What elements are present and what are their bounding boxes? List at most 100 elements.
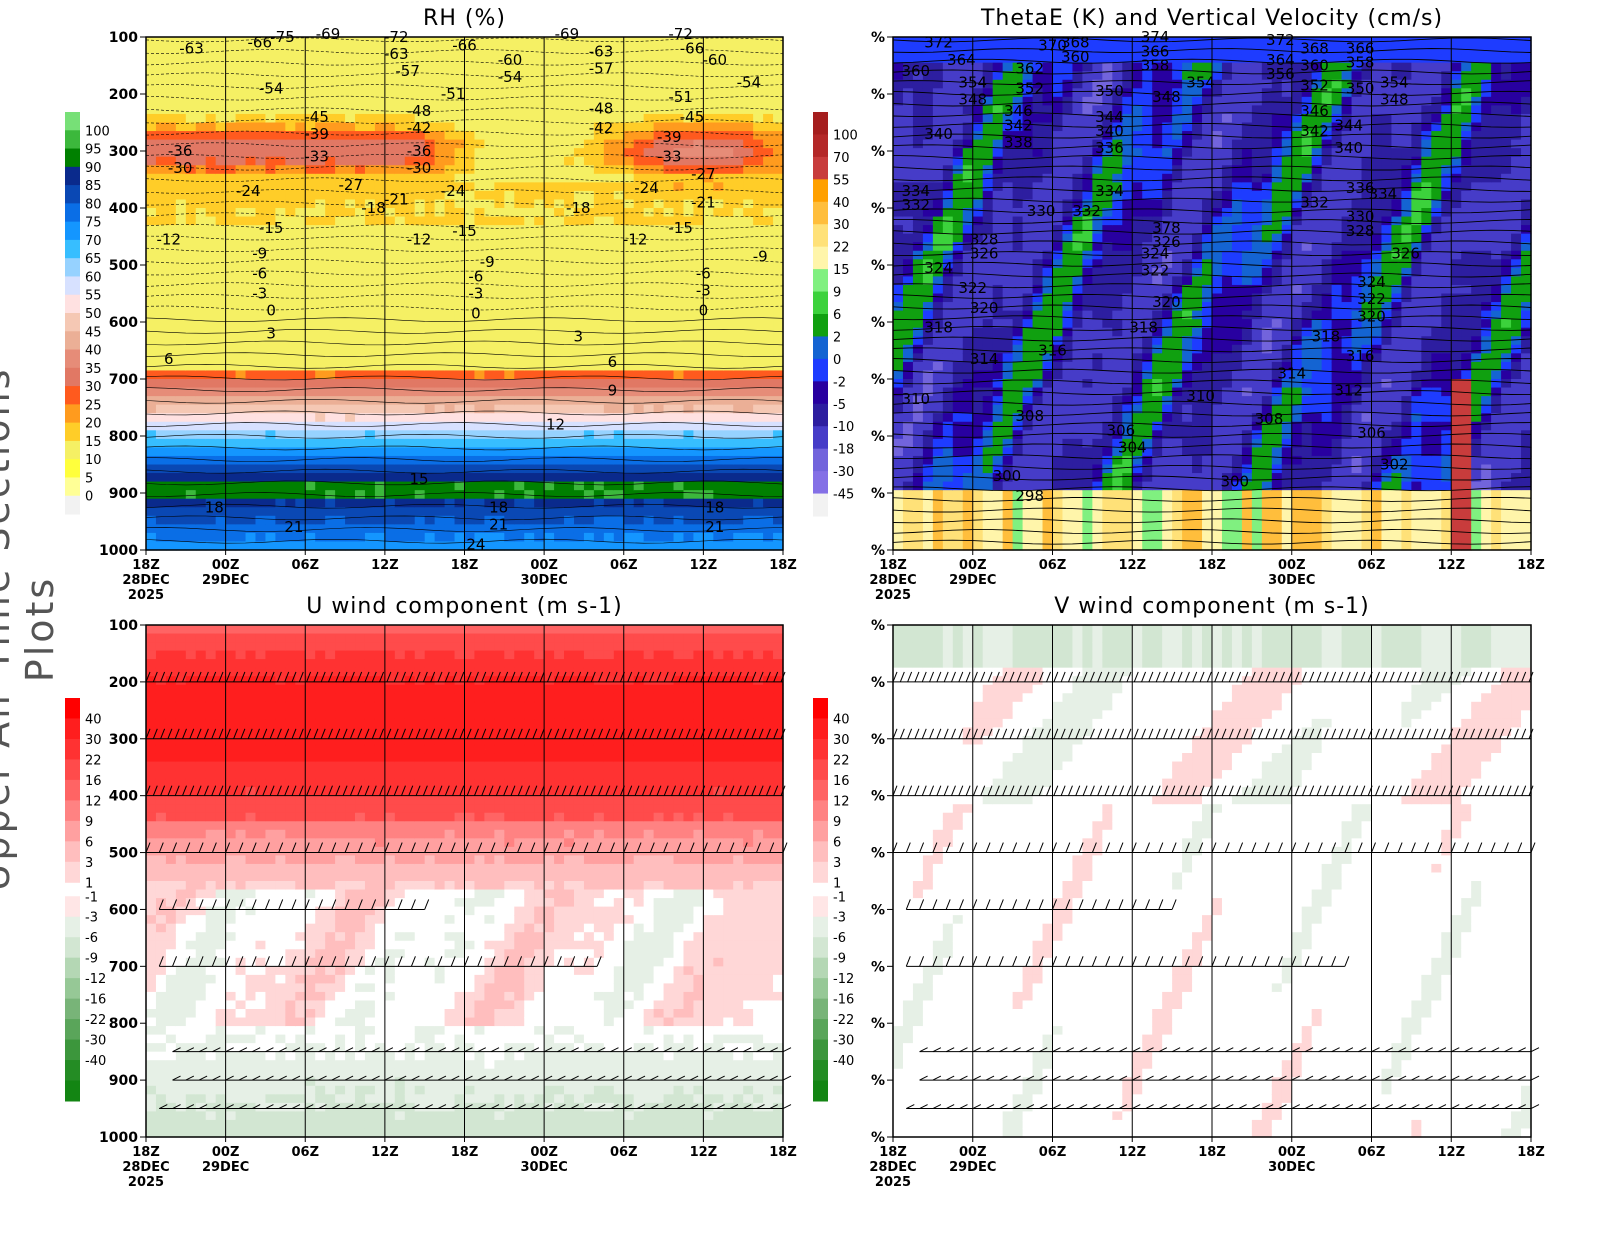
field-cell: [544, 439, 555, 448]
field-cell: [703, 422, 714, 431]
field-cell: [435, 490, 446, 499]
field-cell: [674, 422, 685, 431]
field-cell: [355, 499, 366, 508]
field-cell: [445, 302, 456, 311]
field-cell: [524, 63, 535, 72]
field-cell: [983, 208, 994, 217]
contour-label: -54: [737, 74, 762, 92]
field-cell: [574, 507, 585, 516]
contour-label: -6: [252, 265, 267, 283]
field-cell: [146, 63, 157, 72]
field-cell: [345, 157, 356, 166]
field-cell: [504, 182, 515, 191]
field-cell: [365, 285, 376, 294]
field-cell: [993, 541, 1004, 550]
field-cell: [903, 447, 914, 456]
field-cell: [435, 140, 446, 149]
field-cell: [295, 217, 306, 226]
field-cell: [544, 97, 555, 106]
field-cell: [325, 88, 336, 97]
field-cell: [644, 71, 655, 80]
field-cell: [574, 242, 585, 251]
field-cell: [534, 97, 545, 106]
field-cell: [445, 353, 456, 362]
field-cell: [713, 396, 724, 405]
field-cell: [246, 379, 257, 388]
field-cell: [973, 114, 984, 123]
field-cell: [216, 97, 227, 106]
field-cell: [265, 541, 276, 550]
field-cell: [325, 336, 336, 345]
field-cell: [983, 199, 994, 208]
field-cell: [275, 191, 286, 200]
field-cell: [236, 88, 247, 97]
field-cell: [186, 473, 197, 482]
field-cell: [1033, 533, 1044, 542]
field-cell: [773, 353, 784, 362]
field-cell: [773, 217, 784, 226]
field-cell: [176, 123, 187, 132]
contour-label: 6: [164, 350, 174, 368]
field-cell: [206, 447, 217, 456]
field-cell: [674, 353, 685, 362]
field-cell: [713, 456, 724, 465]
field-cell: [146, 174, 157, 183]
field-cell: [773, 507, 784, 516]
field-cell: [405, 370, 416, 379]
field-cell: [385, 405, 396, 414]
field-cell: [305, 541, 316, 550]
field-cell: [166, 336, 177, 345]
field-cell: [554, 123, 565, 132]
field-cell: [246, 234, 257, 243]
field-cell: [624, 114, 635, 123]
field-cell: [465, 379, 476, 388]
field-cell: [246, 54, 257, 63]
field-cell: [255, 345, 266, 354]
field-cell: [265, 123, 276, 132]
field-cell: [474, 413, 485, 422]
field-cell: [494, 439, 505, 448]
field-cell: [305, 165, 316, 174]
field-cell: [614, 328, 625, 337]
field-cell: [385, 251, 396, 260]
field-cell: [703, 439, 714, 448]
field-cell: [146, 259, 157, 268]
field-cell: [534, 499, 545, 508]
field-cell: [156, 148, 167, 157]
field-cell: [753, 105, 764, 114]
field-cell: [345, 268, 356, 277]
field-cell: [216, 396, 227, 405]
field-cell: [574, 71, 585, 80]
field-cell: [903, 319, 914, 328]
field-cell: [365, 242, 376, 251]
field-cell: [445, 413, 456, 422]
field-cell: [455, 490, 466, 499]
field-cell: [654, 276, 665, 285]
field-cell: [494, 370, 505, 379]
field-cell: [654, 54, 665, 63]
field-cell: [943, 105, 954, 114]
field-cell: [305, 336, 316, 345]
field-cell: [206, 268, 217, 277]
field-cell: [216, 285, 227, 294]
field-cell: [723, 516, 734, 525]
field-cell: [743, 499, 754, 508]
field-cell: [534, 533, 545, 542]
field-cell: [196, 516, 207, 525]
field-cell: [1023, 191, 1034, 200]
field-cell: [544, 524, 555, 533]
field-cell: [654, 217, 665, 226]
field-cell: [534, 148, 545, 157]
field-cell: [335, 131, 346, 140]
field-cell: [1043, 225, 1054, 234]
field-cell: [594, 225, 605, 234]
field-cell: [893, 524, 904, 533]
field-cell: [993, 499, 1004, 508]
field-cell: [763, 54, 774, 63]
field-cell: [893, 362, 904, 371]
field-cell: [465, 97, 476, 106]
x-date-label: 29DEC: [202, 573, 249, 588]
field-cell: [226, 191, 237, 200]
field-cell: [683, 294, 694, 303]
field-cell: [574, 370, 585, 379]
